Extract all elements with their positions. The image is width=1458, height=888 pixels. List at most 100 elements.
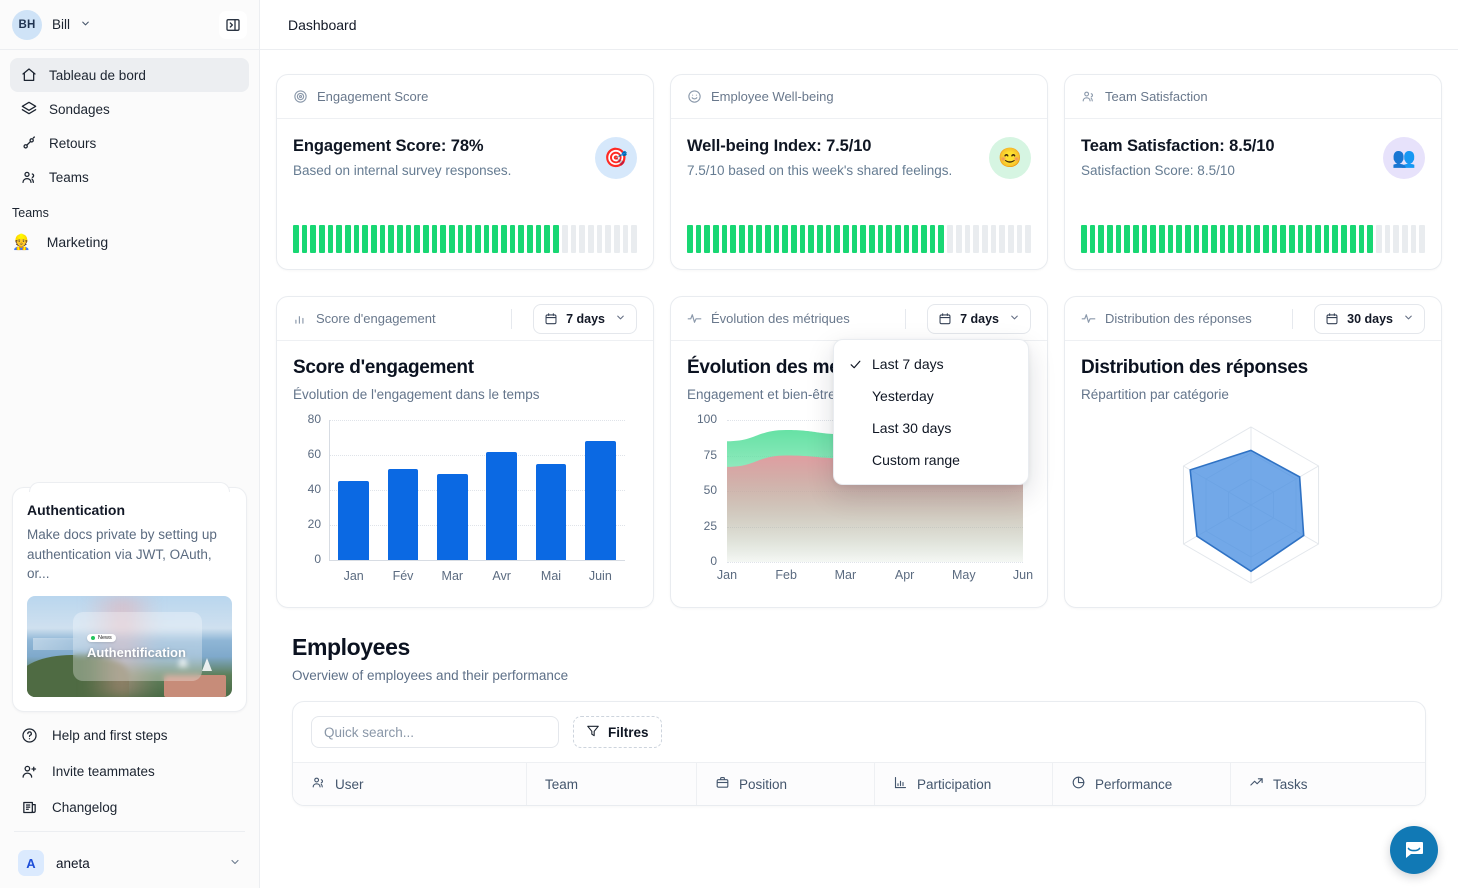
kpi-card-team-satisfaction: Team Satisfaction Team Satisfaction: 8.5… xyxy=(1064,74,1442,270)
progress-tick xyxy=(319,225,325,253)
chart-card-score-engagement: Score d'engagement 7 days xyxy=(276,296,654,608)
sidebar-item-retours[interactable]: Retours xyxy=(10,126,249,160)
main-content: Dashboard Engagement Score xyxy=(260,0,1458,888)
progress-tick xyxy=(483,225,490,253)
sidebar-item-changelog[interactable]: Changelog xyxy=(10,789,249,825)
kpi-progress-bars xyxy=(293,225,637,253)
table-header-user[interactable]: User xyxy=(293,763,527,805)
chart-subtitle: Répartition par catégorie xyxy=(1081,387,1229,402)
table-header-team[interactable]: Team xyxy=(527,763,697,805)
progress-tick xyxy=(1401,225,1408,253)
gridline xyxy=(329,490,625,491)
sidebar-team-marketing[interactable]: 👷 Marketing xyxy=(0,226,259,258)
table-header-label: Participation xyxy=(917,776,992,792)
x-axis-tick-label: Juin xyxy=(588,569,612,583)
gridline xyxy=(329,455,625,456)
chart-body: Distribution des réponses Répartition pa… xyxy=(1065,341,1441,607)
table-header-participation[interactable]: Participation xyxy=(875,763,1053,805)
range-dropdown-menu[interactable]: Last 7 days Yesterday Last 30 days Custom r… xyxy=(833,339,1029,485)
card-header-label: Évolution des métriques xyxy=(711,311,850,326)
account-switcher[interactable]: A aneta xyxy=(10,838,249,888)
progress-tick xyxy=(1254,225,1261,253)
sidebar-item-invite-teammates[interactable]: Invite teammates xyxy=(10,753,249,789)
progress-tick xyxy=(773,225,780,253)
progress-tick xyxy=(1098,225,1105,253)
progress-tick xyxy=(1306,225,1313,253)
table-header-label: Position xyxy=(739,776,788,792)
chevron-down-icon xyxy=(229,856,241,871)
x-axis-tick-label: Fév xyxy=(392,569,414,583)
progress-tick xyxy=(1159,225,1165,253)
filters-button[interactable]: Filtres xyxy=(573,716,662,748)
progress-tick xyxy=(973,225,979,253)
progress-tick xyxy=(405,225,412,253)
intercom-chat-icon[interactable] xyxy=(1390,826,1438,874)
progress-tick xyxy=(371,225,377,253)
card-header-label: Engagement Score xyxy=(317,89,429,104)
card-header: Employee Well-being xyxy=(671,75,1047,119)
menu-item-last-30-days[interactable]: Last 30 days xyxy=(834,412,1028,444)
sidebar-section-teams-label: Teams xyxy=(12,206,49,220)
sidebar-item-tableau-de-bord[interactable]: Tableau de bord xyxy=(10,58,249,92)
sidebar-item-label: Retours xyxy=(49,135,97,151)
progress-tick xyxy=(1289,225,1295,253)
progress-tick xyxy=(695,225,702,253)
progress-tick xyxy=(1323,225,1330,253)
panel-collapse-icon[interactable] xyxy=(219,10,247,39)
kpi-body: Engagement Score: 78% Based on internal … xyxy=(277,119,653,269)
progress-tick xyxy=(345,225,351,253)
kpi-subtitle: 7.5/10 based on this week's shared feeli… xyxy=(687,163,953,178)
progress-tick xyxy=(440,225,447,253)
chevron-down-icon xyxy=(615,312,626,326)
card-header-label: Employee Well-being xyxy=(711,89,834,104)
progress-tick xyxy=(955,225,962,253)
bar-chart-plot: 0 20 40 60 80 Jan Fév Mar Avr Mai Juin xyxy=(293,412,637,588)
workspace-switcher[interactable]: BH Bill xyxy=(0,0,259,50)
menu-item-last-7-days[interactable]: Last 7 days xyxy=(834,348,1028,380)
progress-tick xyxy=(423,225,429,253)
kpi-card-employee-well-being: Employee Well-being Well-being Index: 7.… xyxy=(670,74,1048,270)
progress-tick xyxy=(1141,225,1148,253)
range-selector-button-3[interactable]: 30 days xyxy=(1314,303,1425,334)
header-divider xyxy=(905,308,907,329)
progress-tick xyxy=(353,225,360,253)
promo-card[interactable]: Authentication Make docs private by sett… xyxy=(12,482,247,712)
progress-tick xyxy=(1211,225,1217,253)
bar xyxy=(387,469,419,560)
x-axis-tick-label: Jun xyxy=(1012,568,1034,582)
page-title: Dashboard xyxy=(288,16,357,33)
range-selector-button-2[interactable]: 7 days xyxy=(927,303,1031,334)
menu-item-custom-range[interactable]: Custom range xyxy=(834,444,1028,476)
range-selector-button-1[interactable]: 7 days xyxy=(533,303,637,334)
kpi-title: Team Satisfaction: 8.5/10 xyxy=(1081,137,1275,155)
progress-tick xyxy=(964,225,971,253)
sidebar: BH Bill Tableau de bord xyxy=(0,0,260,888)
progress-tick xyxy=(457,225,464,253)
table-header-tasks[interactable]: Tasks xyxy=(1231,763,1425,805)
y-axis-tick-label: 50 xyxy=(703,483,717,497)
search-input[interactable] xyxy=(311,716,559,748)
sidebar-nav: Tableau de bord Sondages Retours Teams xyxy=(0,50,259,194)
menu-item-yesterday[interactable]: Yesterday xyxy=(834,380,1028,412)
calendar-icon xyxy=(1325,312,1339,326)
progress-tick xyxy=(613,225,620,253)
promo-title: Authentication xyxy=(27,502,125,519)
progress-tick xyxy=(1297,225,1304,253)
dashboard-content: Engagement Score Engagement Score: 78% B… xyxy=(260,50,1458,806)
range-selector-label: 7 days xyxy=(960,311,999,326)
progress-tick xyxy=(825,225,832,253)
progress-tick xyxy=(730,225,737,253)
sidebar-item-label: Teams xyxy=(49,169,89,185)
sidebar-item-help[interactable]: Help and first steps xyxy=(10,717,249,753)
account-avatar: A xyxy=(18,850,44,876)
bar xyxy=(437,474,468,560)
progress-tick xyxy=(817,225,823,253)
progress-tick xyxy=(1219,225,1226,253)
chart-title: Score d'engagement xyxy=(293,357,474,378)
table-header-position[interactable]: Position xyxy=(697,763,875,805)
card-header: Score d'engagement 7 days xyxy=(277,297,653,341)
table-header-performance[interactable]: Performance xyxy=(1053,763,1231,805)
progress-tick xyxy=(704,225,711,253)
sidebar-item-sondages[interactable]: Sondages xyxy=(10,92,249,126)
sidebar-item-teams[interactable]: Teams xyxy=(10,160,249,194)
